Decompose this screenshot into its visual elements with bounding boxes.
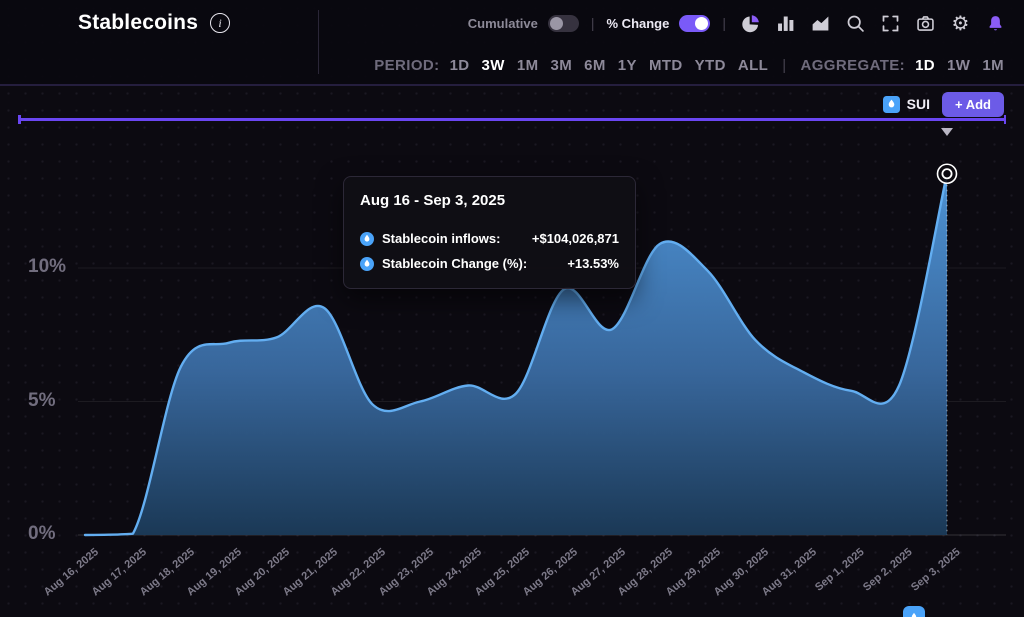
header-controls: Cumulative | % Change | bbox=[468, 11, 1024, 36]
aggregate-option-1w[interactable]: 1W bbox=[947, 57, 970, 74]
highlight-marker-outer bbox=[938, 164, 957, 183]
legend-series-sui[interactable]: SUI bbox=[883, 96, 930, 113]
area-chart-icon[interactable] bbox=[808, 11, 833, 36]
divider: | bbox=[591, 15, 595, 31]
period-option-all[interactable]: ALL bbox=[738, 57, 768, 74]
tooltip-row: Stablecoin Change (%): +13.53% bbox=[360, 251, 619, 276]
period-bar: PERIOD: 1D 3W 1M 3M 6M 1Y MTD YTD ALL | AGGREGAT… bbox=[330, 46, 1024, 84]
tooltip-row-value: +13.53% bbox=[567, 256, 619, 271]
period-option-3w[interactable]: 3W bbox=[482, 57, 505, 74]
sui-logo-watermark bbox=[903, 606, 925, 617]
sui-series-icon bbox=[883, 96, 900, 113]
area-chart-glyph bbox=[810, 13, 831, 34]
cumulative-toggle-label: Cumulative bbox=[468, 16, 538, 31]
cumulative-toggle[interactable] bbox=[548, 15, 579, 32]
add-button[interactable]: + Add bbox=[942, 92, 1004, 117]
tooltip-row-label: Stablecoin inflows: bbox=[382, 231, 500, 246]
notifications-bell-icon[interactable] bbox=[983, 11, 1008, 36]
gear-glyph: ⚙ bbox=[952, 13, 970, 33]
sui-droplet-icon bbox=[908, 611, 920, 617]
y-axis-label: 5% bbox=[28, 390, 55, 412]
camera-icon[interactable] bbox=[913, 11, 938, 36]
search-icon[interactable] bbox=[843, 11, 868, 36]
toggle-knob bbox=[695, 17, 708, 30]
sui-token-icon bbox=[360, 232, 374, 246]
divider: | bbox=[782, 57, 786, 74]
tooltip-row-label: Stablecoin Change (%): bbox=[382, 256, 527, 271]
period-option-1m[interactable]: 1M bbox=[517, 57, 539, 74]
fullscreen-glyph bbox=[880, 13, 901, 34]
aggregate-options: 1D 1W 1M bbox=[915, 57, 1004, 74]
stablecoins-dashboard: Stablecoins i Cumulative | % Change | bbox=[0, 0, 1024, 617]
x-axis-label: Sep 2, 2025 bbox=[861, 546, 915, 594]
tooltip-row: Stablecoin inflows: +$104,026,871 bbox=[360, 226, 619, 251]
bell-glyph bbox=[985, 13, 1006, 34]
bar-chart-glyph bbox=[775, 13, 796, 34]
period-option-1d[interactable]: 1D bbox=[450, 57, 470, 74]
search-glyph bbox=[845, 13, 866, 34]
settings-gear-icon[interactable]: ⚙ bbox=[948, 11, 973, 36]
tooltip-title: Aug 16 - Sep 3, 2025 bbox=[360, 192, 619, 209]
bar-chart-icon[interactable] bbox=[773, 11, 798, 36]
aggregate-option-1m[interactable]: 1M bbox=[982, 57, 1004, 74]
period-options: 1D 3W 1M 3M 6M 1Y MTD YTD ALL bbox=[450, 57, 769, 74]
toggle-knob bbox=[550, 17, 563, 30]
highlight-marker-inner bbox=[942, 169, 951, 178]
period-label: PERIOD: bbox=[374, 57, 439, 74]
pie-chart-glyph bbox=[740, 13, 761, 34]
sui-token-icon bbox=[360, 257, 374, 271]
period-option-ytd[interactable]: YTD bbox=[695, 57, 726, 74]
title-row: Stablecoins i Cumulative | % Change | bbox=[0, 0, 1024, 46]
divider: | bbox=[722, 15, 726, 31]
camera-glyph bbox=[915, 13, 936, 34]
aggregate-option-1d[interactable]: 1D bbox=[915, 57, 935, 74]
page-title: Stablecoins bbox=[78, 11, 198, 35]
fullscreen-icon[interactable] bbox=[878, 11, 903, 36]
tooltip-row-value: +$104,026,871 bbox=[532, 231, 619, 246]
y-axis-label: 10% bbox=[28, 256, 66, 278]
pie-chart-icon[interactable] bbox=[738, 11, 763, 36]
period-option-6m[interactable]: 6M bbox=[584, 57, 606, 74]
header: Stablecoins i Cumulative | % Change | bbox=[0, 0, 1024, 86]
tooltip-rows: Stablecoin inflows:+$104,026,871Stableco… bbox=[360, 226, 619, 276]
aggregate-label: AGGREGATE: bbox=[801, 57, 906, 74]
period-option-3m[interactable]: 3M bbox=[551, 57, 573, 74]
y-axis-label: 0% bbox=[28, 523, 55, 545]
percent-change-toggle-label: % Change bbox=[607, 16, 670, 31]
percent-change-toggle[interactable] bbox=[679, 15, 710, 32]
range-handle-icon[interactable] bbox=[941, 128, 953, 136]
period-option-1y[interactable]: 1Y bbox=[618, 57, 637, 74]
info-icon[interactable]: i bbox=[210, 13, 230, 33]
legend-series-label: SUI bbox=[907, 96, 930, 112]
x-axis-label: Sep 3, 2025 bbox=[909, 546, 963, 594]
period-option-mtd[interactable]: MTD bbox=[649, 57, 683, 74]
range-selector-bar[interactable] bbox=[18, 118, 1006, 121]
x-axis-label: Sep 1, 2025 bbox=[813, 546, 867, 594]
legend-row: SUI + Add bbox=[0, 88, 1024, 120]
chart-tooltip: Aug 16 - Sep 3, 2025 Stablecoin inflows:… bbox=[343, 176, 636, 289]
header-divider bbox=[318, 10, 319, 74]
